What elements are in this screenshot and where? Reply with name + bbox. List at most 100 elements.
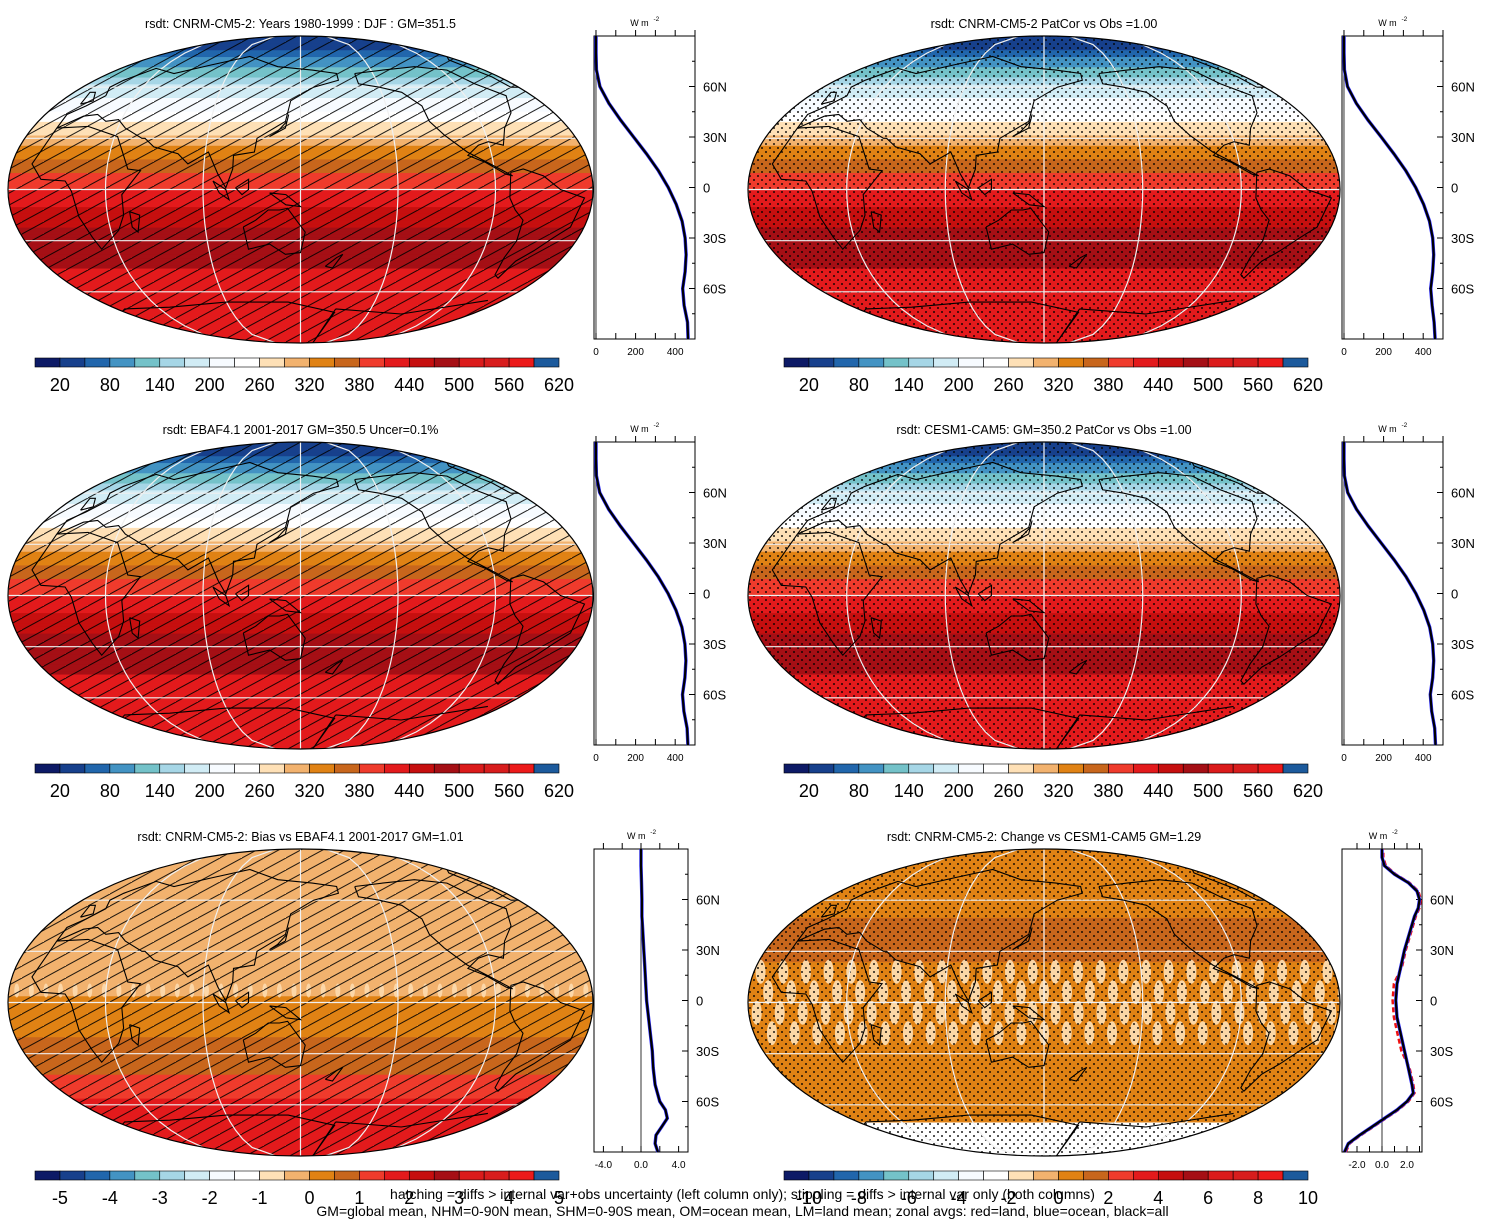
profile-unit: W m <box>1378 424 1397 434</box>
colorbar-swatch <box>1282 357 1309 368</box>
profile-xtick-label: 200 <box>627 347 644 358</box>
profile-frame <box>1341 441 1444 746</box>
colorbar-swatch <box>1033 763 1059 774</box>
profile-p2: 0 200 400 W m -2 60N 30N 0 30S 60S <box>1341 16 1475 358</box>
coastline <box>31 938 142 1064</box>
profile-xtick-label: 0 <box>593 347 599 358</box>
colorbar-swatch <box>533 357 560 368</box>
coastline <box>1012 192 1046 208</box>
colorbar-swatch <box>234 1170 260 1181</box>
colorbar-p4: 20 80 140 200 260 320 380 440 500 560 620 <box>783 763 1323 801</box>
profile-line-all <box>1342 36 1437 340</box>
coastline <box>1012 598 1046 614</box>
colorbar-swatch <box>1058 763 1084 774</box>
colorbar-label: 440 <box>394 781 424 801</box>
graticule-lon <box>202 849 277 1156</box>
coastline <box>235 584 250 602</box>
colorbar-swatch <box>184 763 210 774</box>
colorbar-swatch <box>1058 1170 1084 1181</box>
graticule-lon <box>104 36 252 343</box>
coastline <box>212 586 231 608</box>
colorbar-label: 560 <box>1243 375 1273 395</box>
colorbar-p5: -5 -4 -3 -2 -1 0 1 2 3 4 5 <box>34 1170 564 1208</box>
colorbar-swatch <box>159 1170 186 1181</box>
colorbar-label: 20 <box>799 375 819 395</box>
colorbar-label: 620 <box>544 781 574 801</box>
colorbar-label: 380 <box>1093 781 1123 801</box>
coastline <box>494 981 586 1092</box>
colorbar-label: -3 <box>152 1188 168 1208</box>
colorbar-label: 200 <box>944 781 974 801</box>
colorbar-label: 4 <box>504 1188 514 1208</box>
colorbar-swatch <box>508 357 535 368</box>
colorbar-label: 140 <box>145 375 175 395</box>
coastline <box>796 55 1083 190</box>
colorbar-label: 380 <box>344 375 374 395</box>
colorbar-swatch <box>783 763 810 774</box>
coastline <box>242 613 306 661</box>
colorbar-swatch <box>883 1170 910 1181</box>
colorbar-label: -4 <box>102 1188 118 1208</box>
graticule-lon <box>349 36 497 343</box>
graticule-lon <box>1093 36 1242 343</box>
coastline <box>324 659 344 675</box>
coastline <box>985 207 1050 255</box>
profile-ytick-label: 60N <box>703 80 727 95</box>
colorbar-swatch <box>34 763 61 774</box>
colorbar-label: 80 <box>849 781 869 801</box>
coastline <box>1012 114 1033 138</box>
colorbar-swatch <box>309 357 335 368</box>
map-p2: rsdt: CNRM-CM5-2 PatCor vs Obs =1.00 <box>747 17 1341 344</box>
colorbar-swatch <box>783 1170 810 1181</box>
colorbar-swatch <box>933 763 959 774</box>
coastline <box>977 584 993 602</box>
colorbar-swatch <box>1257 1170 1284 1181</box>
colorbar-label: 140 <box>894 781 924 801</box>
colorbar-swatch <box>808 357 835 368</box>
colorbar-swatch <box>359 357 385 368</box>
colorbar-swatch <box>259 1170 285 1181</box>
colorbar-label: 80 <box>100 375 120 395</box>
profile-ytick-label: 60N <box>1451 486 1475 501</box>
profile-ytick-label: 60N <box>1430 893 1454 908</box>
colorbar-swatch <box>1033 1170 1059 1181</box>
colorbar-swatch <box>284 763 310 774</box>
profile-p1: 0 200 400 W m -2 60N 30N 0 30S 60S <box>593 16 727 358</box>
coastline <box>269 192 303 208</box>
colorbar-swatch <box>958 1170 984 1181</box>
colorbar-swatch <box>483 1170 510 1181</box>
coastline <box>954 586 973 608</box>
profile-xtick-label: 400 <box>1415 753 1432 764</box>
colorbar-swatch <box>209 763 235 774</box>
profile-ytick-label: 30S <box>1451 231 1474 246</box>
coastline <box>870 617 882 640</box>
profile-xtick-label: 200 <box>1375 753 1392 764</box>
colorbar-p2: 20 80 140 200 260 320 380 440 500 560 620 <box>783 357 1323 395</box>
map-p3: rsdt: EBAF4.1 2001-2017 GM=350.5 Uncer=0… <box>7 423 594 750</box>
profile-ytick-label: 30N <box>1430 943 1454 958</box>
colorbar-swatch <box>1083 357 1109 368</box>
colorbar-label: 0 <box>304 1188 314 1208</box>
colorbar-swatch <box>134 1170 161 1181</box>
coastline <box>854 705 1234 749</box>
colorbar-swatch <box>284 357 310 368</box>
colorbar-swatch <box>1182 763 1209 774</box>
colorbar-swatch <box>408 1170 435 1181</box>
colorbar-swatch <box>384 763 410 774</box>
profile-xtick-label: 400 <box>1415 347 1432 358</box>
colorbar-label: 620 <box>544 375 574 395</box>
colorbar-label: 140 <box>894 375 924 395</box>
profile-unit-exponent: -2 <box>653 422 659 429</box>
colorbar-label: 500 <box>444 781 474 801</box>
panel-title: rsdt: EBAF4.1 2001-2017 GM=350.5 Uncer=0… <box>163 423 439 437</box>
colorbar-swatch <box>833 1170 860 1181</box>
graticule-lon <box>202 442 277 749</box>
colorbar-label: 20 <box>799 781 819 801</box>
profile-xtick-label: -2.0 <box>1348 1160 1366 1171</box>
colorbar-label: -2 <box>202 1188 218 1208</box>
colorbar-label: -1 <box>252 1188 268 1208</box>
colorbar-swatch <box>334 1170 360 1181</box>
profile-unit: W m <box>627 831 646 841</box>
coastline <box>771 938 884 1064</box>
coastline <box>113 705 488 749</box>
